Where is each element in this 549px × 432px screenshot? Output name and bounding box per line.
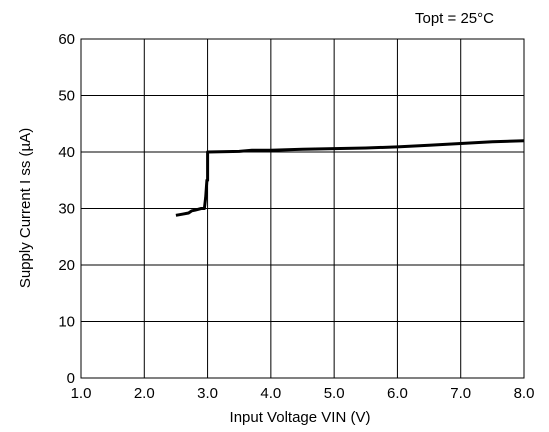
x-tick-label: 1.0 — [71, 385, 92, 402]
x-tick-label: 2.0 — [134, 385, 155, 402]
tick-labels: 1.0 2.0 3.0 4.0 5.0 6.0 7.0 8.0 0 10 20 30 40 50 60 — [58, 31, 534, 402]
series-lines — [175, 139, 525, 217]
x-tick-label: 3.0 — [197, 385, 218, 402]
temperature-annotation: Topt = 25°C — [415, 10, 494, 27]
plot-frame — [80, 38, 525, 379]
y-tick-label: 20 — [58, 257, 75, 274]
y-tick-label: 10 — [58, 314, 75, 331]
x-tick-label: 8.0 — [514, 385, 535, 402]
y-tick-label: 40 — [58, 144, 75, 161]
y-tick-label: 0 — [67, 370, 75, 387]
y-axis-label: Supply Current I ss (µA) — [17, 128, 34, 288]
x-tick-label: 7.0 — [450, 385, 471, 402]
y-tick-label: 50 — [58, 88, 75, 105]
supply-current-line — [175, 139, 525, 217]
x-axis-label: Input Voltage VIN (V) — [230, 409, 371, 426]
x-tick-label: 5.0 — [324, 385, 345, 402]
x-tick-label: 6.0 — [387, 385, 408, 402]
grid — [80, 38, 525, 379]
y-tick-label: 30 — [58, 201, 75, 218]
y-tick-label: 60 — [58, 31, 75, 48]
x-tick-label: 4.0 — [260, 385, 281, 402]
